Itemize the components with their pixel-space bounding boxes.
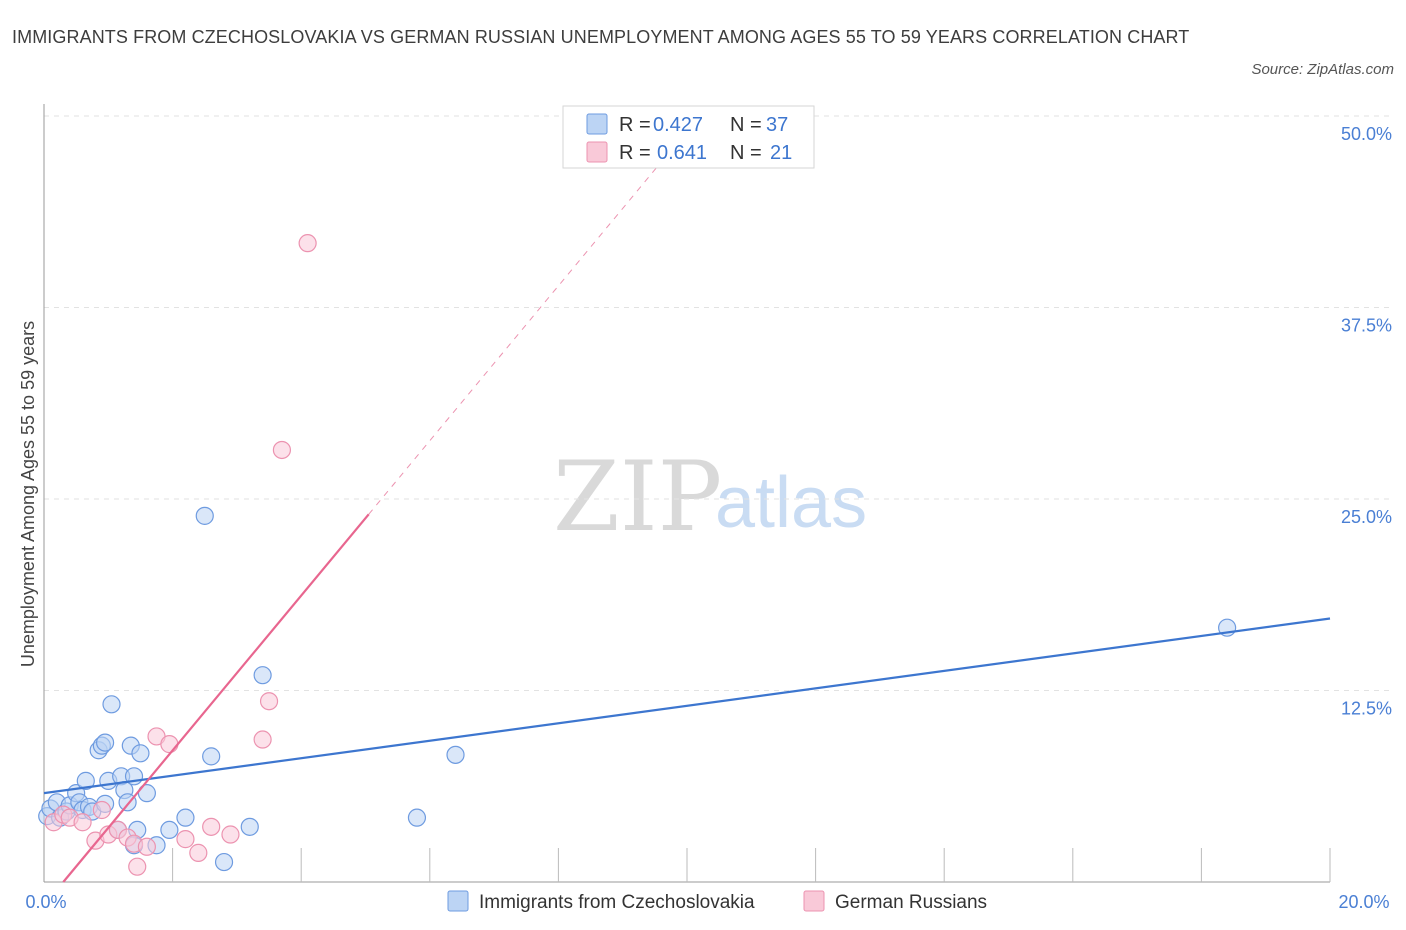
- legend-swatch-blue: [586, 113, 608, 135]
- trend-line-german-russians-extension: [368, 161, 662, 515]
- legend-r-label-0: R =: [619, 114, 651, 136]
- point-german-russians-11: [137, 837, 156, 856]
- legend-n-value-1: 21: [770, 142, 792, 164]
- series-german-russians-points: [44, 234, 317, 876]
- point-czechoslovakia-33: [214, 852, 234, 872]
- legend-n-value-0: 37: [766, 114, 788, 136]
- x-tick-label-0: 0.0%: [25, 892, 66, 912]
- y-tick-label-1: 25.0%: [1341, 507, 1392, 527]
- point-czechoslovakia-31: [195, 506, 214, 525]
- legend-swatch-pink: [586, 141, 608, 163]
- series-legend-label-1: German Russians: [835, 892, 987, 913]
- series-legend-swatch-pink: [803, 890, 825, 912]
- legend-r-value-0: 0.427: [653, 114, 703, 136]
- y-tick-label-0: 12.5%: [1341, 699, 1392, 719]
- point-german-russians-20: [272, 440, 292, 460]
- point-czechoslovakia-36: [407, 808, 427, 827]
- grid-lines: [44, 115, 1392, 691]
- point-german-russians-10: [128, 857, 147, 876]
- y-axis-label: Unemployment Among Ages 55 to 59 years: [18, 321, 38, 667]
- point-german-russians-19: [259, 692, 279, 711]
- y-tick-label-3: 50.0%: [1341, 124, 1392, 144]
- watermark-zip: ZIP: [553, 441, 722, 553]
- legend-r-label-1: R =: [619, 142, 651, 164]
- point-german-russians-13: [160, 735, 179, 754]
- point-german-russians-3: [73, 813, 92, 832]
- point-czechoslovakia-30: [176, 808, 195, 827]
- point-german-russians-17: [221, 825, 240, 844]
- point-german-russians-16: [202, 817, 221, 836]
- point-czechoslovakia-15: [95, 733, 115, 752]
- legend-n-label-0: N =: [730, 114, 762, 136]
- point-czechoslovakia-25: [131, 744, 150, 763]
- point-czechoslovakia-34: [240, 817, 259, 836]
- series-legend-swatch-blue: [447, 890, 469, 912]
- legend-r-value-1: 0.641: [657, 142, 707, 164]
- point-german-russians-14: [176, 830, 195, 849]
- point-german-russians-15: [189, 843, 208, 862]
- point-czechoslovakia-32: [202, 747, 221, 766]
- point-german-russians-21: [298, 234, 317, 253]
- trend-lines: [43, 161, 1331, 883]
- point-german-russians-5: [92, 800, 111, 820]
- point-czechoslovakia-35: [253, 666, 272, 685]
- y-tick-label-2: 37.5%: [1341, 316, 1392, 336]
- trend-line-czechoslovakia: [43, 617, 1331, 795]
- x-tick-marks: [172, 848, 1331, 882]
- series-legend: Immigrants from Czechoslovakia German Ru…: [447, 890, 987, 913]
- point-czechoslovakia-37: [446, 745, 465, 764]
- legend-n-label-1: N =: [730, 142, 762, 164]
- point-czechoslovakia-16: [102, 695, 121, 714]
- watermark-atlas: atlas: [715, 463, 867, 543]
- point-german-russians-18: [253, 730, 272, 749]
- point-czechoslovakia-11: [76, 771, 95, 790]
- chart-title: IMMIGRANTS FROM CZECHOSLOVAKIA VS GERMAN…: [12, 27, 1190, 47]
- x-tick-labels: 0.0% 20.0%: [25, 892, 1389, 912]
- x-tick-label-1: 20.0%: [1338, 892, 1389, 912]
- series-legend-label-0: Immigrants from Czechoslovakia: [479, 892, 755, 913]
- trend-line-german-russians: [62, 513, 370, 883]
- series-czechoslovakia-points: [38, 506, 1237, 872]
- stats-legend: R = 0.427 N = 37 R = 0.641 N = 21: [562, 105, 815, 169]
- y-tick-labels: 12.5% 25.0% 37.5% 50.0%: [1341, 124, 1392, 719]
- point-czechoslovakia-29: [160, 820, 179, 840]
- source-credit: Source: ZipAtlas.com: [1251, 61, 1394, 78]
